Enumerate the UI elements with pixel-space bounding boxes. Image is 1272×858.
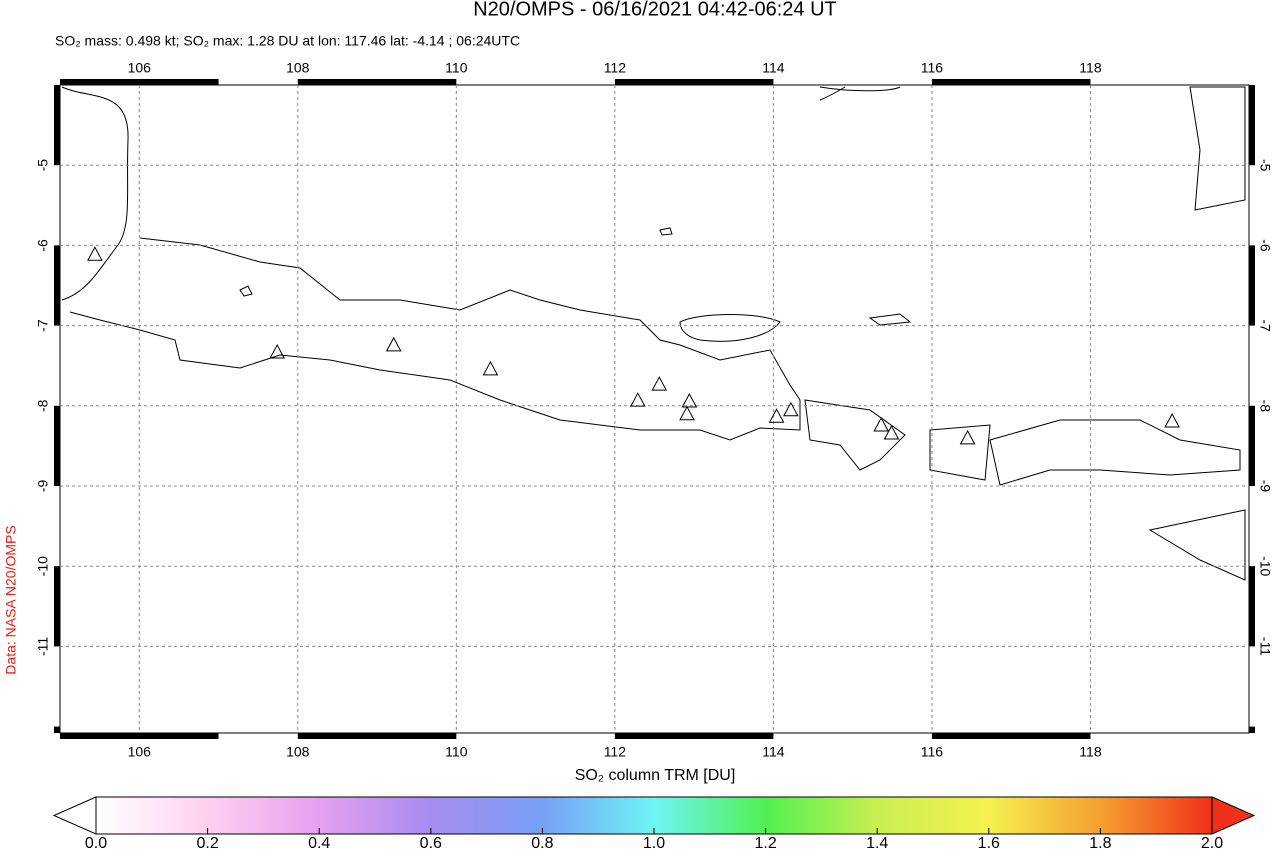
y-tick-label: -6 [1257, 239, 1272, 252]
frame-bar [614, 733, 774, 739]
volcano [1164, 412, 1180, 428]
colorbar-tick-label: 0.6 [420, 835, 442, 852]
frame-bar [614, 79, 774, 85]
frame-bar [1249, 85, 1255, 166]
volcano [630, 392, 646, 407]
volcano [783, 401, 799, 417]
frame-bar [54, 85, 60, 166]
x-tick-label: 116 [921, 744, 944, 760]
frame-bar [297, 733, 457, 739]
x-tick-label: 110 [445, 744, 468, 760]
volcano [873, 416, 890, 432]
x-tick-label: 106 [128, 744, 152, 760]
volcano [681, 392, 698, 408]
frame-bar [1249, 726, 1255, 733]
credit: Data: NASA N20/OMPS [3, 525, 19, 674]
colorbar-tick-label: 1.6 [978, 835, 1000, 852]
y-tick-label: -5 [35, 159, 51, 172]
volcano [959, 429, 976, 445]
y-tick-label: -8 [1257, 400, 1272, 413]
y-tick-label: -11 [1257, 637, 1272, 656]
frame-bar [54, 405, 60, 486]
frame-bar [1249, 405, 1255, 486]
frame-bar [60, 733, 219, 739]
chart-title: N20/OMPS - 06/16/2021 04:42-06:24 UT [473, 0, 837, 20]
y-tick-label: -5 [1257, 159, 1272, 172]
frame-bar [931, 733, 1091, 739]
frame-bar [1249, 245, 1255, 326]
colorbar-tick-label: 1.0 [643, 835, 665, 852]
subtitle: SO₂ mass: 0.498 kt; SO₂ max: 1.28 DU at … [55, 33, 520, 49]
x-tick-label: 106 [128, 60, 152, 76]
x-tick-label: 108 [286, 60, 310, 76]
volcano [883, 425, 900, 440]
x-tick-label: 118 [1079, 60, 1102, 76]
frame-bar [54, 566, 60, 647]
colorbar-tick-label: 1.2 [754, 835, 776, 852]
x-tick-label: 110 [445, 60, 468, 76]
x-tick-label: 112 [604, 60, 627, 76]
frame-bar [931, 79, 1091, 85]
y-tick-label: -7 [35, 319, 51, 332]
colorbar-tick-label: 1.4 [866, 835, 888, 852]
y-tick-label: -11 [35, 637, 51, 656]
frame-bar [54, 726, 60, 733]
coastlines [61, 86, 1246, 581]
frame-bar [1249, 566, 1255, 647]
x-tick-label: 118 [1079, 744, 1102, 760]
colorbar-tick-label: 2.0 [1201, 835, 1223, 852]
frame-bar [54, 245, 60, 326]
colorbar-tick-label: 0.8 [531, 835, 553, 852]
colorbar-tick-label: 0.2 [196, 835, 218, 852]
y-tick-label: -10 [35, 556, 51, 576]
volcano [679, 405, 695, 421]
x-tick-label: 114 [762, 60, 785, 76]
volcano [385, 336, 402, 352]
y-tick-label: -7 [1257, 319, 1272, 332]
frame-bar [297, 79, 457, 85]
volcano [87, 246, 103, 261]
x-tick-label: 114 [762, 744, 785, 760]
y-tick-label: -8 [35, 399, 51, 412]
colorbar-under [52, 796, 97, 835]
volcano [269, 344, 286, 359]
y-tick-label: -10 [1257, 556, 1272, 576]
x-tick-label: 116 [921, 60, 944, 76]
volcano [768, 408, 785, 423]
y-tick-label: -9 [1257, 480, 1272, 493]
y-tick-label: -9 [35, 480, 51, 493]
x-tick-label: 108 [286, 744, 310, 760]
volcano [651, 376, 668, 391]
colorbar-tick-label: 0.4 [308, 835, 330, 852]
colorbar-tick-label: 1.8 [1089, 835, 1111, 852]
colorbar-tick-label: 0.0 [85, 835, 107, 852]
frame-bar [60, 79, 219, 85]
x-tick-label: 112 [604, 744, 627, 760]
colorbar-label: SO₂ column TRM [DU] [575, 767, 736, 784]
map-frame [59, 84, 1250, 734]
y-tick-label: -6 [35, 239, 51, 252]
volcano [482, 360, 499, 376]
colorbar-over [1211, 796, 1256, 835]
